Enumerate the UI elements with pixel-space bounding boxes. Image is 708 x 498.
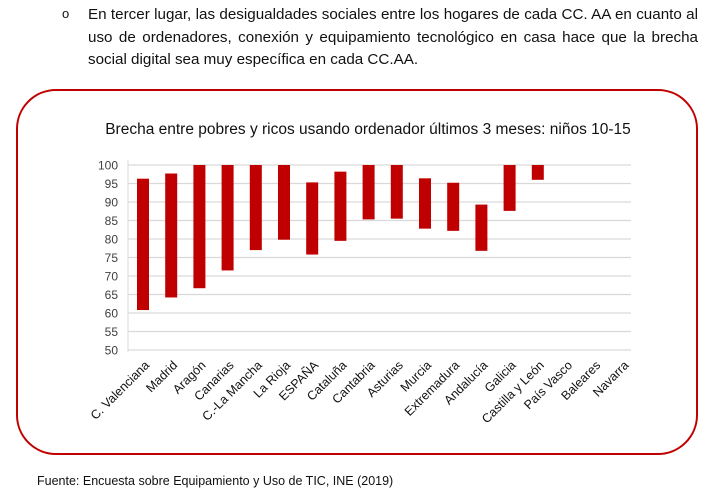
range-bar	[193, 165, 206, 289]
y-tick-label: 75	[105, 251, 119, 265]
source-note: Fuente: Encuesta sobre Equipamiento y Us…	[37, 474, 394, 488]
range-bar	[531, 165, 544, 180]
range-bar	[165, 173, 178, 298]
range-bar	[137, 178, 149, 311]
y-tick-label: 70	[105, 270, 119, 284]
y-tick-label: 90	[105, 196, 119, 210]
x-tick-label: C. Valenciana	[88, 358, 152, 422]
range-bar	[306, 182, 319, 255]
range-bar	[419, 178, 431, 229]
range-bar	[447, 182, 460, 231]
y-tick-label: 55	[105, 325, 119, 339]
y-tick-label: 80	[105, 233, 119, 247]
range-bar	[362, 165, 375, 220]
range-bar	[334, 171, 347, 241]
body-paragraph: En tercer lugar, las desigualdades socia…	[88, 6, 698, 68]
chart-frame	[16, 89, 698, 455]
range-bar	[278, 165, 290, 240]
y-tick-label: 85	[105, 214, 119, 228]
chart-title: Brecha entre pobres y ricos usando orden…	[105, 121, 631, 138]
bullet-marker: o	[62, 6, 70, 21]
y-tick-label: 50	[105, 344, 119, 358]
range-bar	[475, 204, 488, 251]
range-bar	[503, 165, 516, 211]
y-tick-label: 100	[98, 159, 118, 173]
range-bar	[249, 165, 262, 251]
y-tick-label: 65	[105, 288, 119, 302]
y-tick-label: 95	[105, 177, 119, 191]
y-tick-label: 60	[105, 307, 119, 321]
range-bar	[221, 165, 234, 271]
range-bar	[390, 165, 403, 219]
